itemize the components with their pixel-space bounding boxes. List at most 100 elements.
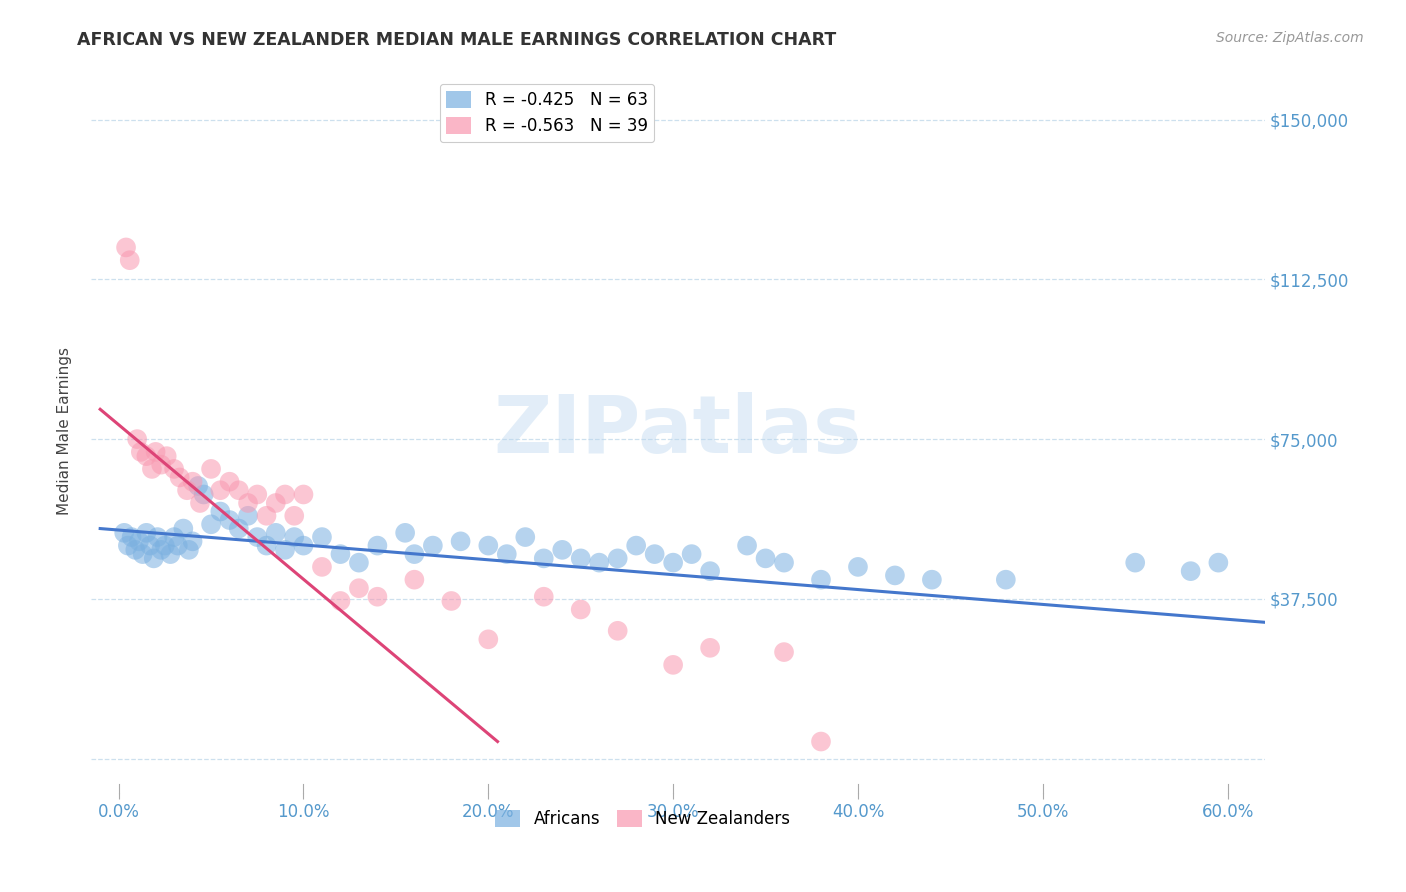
Point xyxy=(699,640,721,655)
Point xyxy=(172,522,194,536)
Point xyxy=(1180,564,1202,578)
Point xyxy=(115,240,138,254)
Point xyxy=(644,547,666,561)
Point xyxy=(145,445,167,459)
Point xyxy=(246,487,269,501)
Point xyxy=(163,462,186,476)
Point xyxy=(735,539,758,553)
Point xyxy=(256,508,278,523)
Point xyxy=(181,534,204,549)
Point xyxy=(884,568,907,582)
Point xyxy=(163,530,186,544)
Point xyxy=(135,449,157,463)
Point xyxy=(209,504,232,518)
Point xyxy=(176,483,198,498)
Point xyxy=(773,645,796,659)
Point xyxy=(569,602,592,616)
Point xyxy=(135,525,157,540)
Text: AFRICAN VS NEW ZEALANDER MEDIAN MALE EARNINGS CORRELATION CHART: AFRICAN VS NEW ZEALANDER MEDIAN MALE EAR… xyxy=(77,31,837,49)
Point xyxy=(588,556,610,570)
Point xyxy=(146,530,169,544)
Point xyxy=(236,508,259,523)
Point xyxy=(128,534,150,549)
Point xyxy=(681,547,703,561)
Point xyxy=(810,573,832,587)
Point xyxy=(311,530,333,544)
Point xyxy=(994,573,1017,587)
Point xyxy=(394,525,416,540)
Point xyxy=(124,542,146,557)
Point xyxy=(366,539,388,553)
Point xyxy=(347,556,370,570)
Point xyxy=(754,551,776,566)
Point xyxy=(274,487,297,501)
Point xyxy=(1123,556,1146,570)
Point xyxy=(311,560,333,574)
Point xyxy=(921,573,943,587)
Point xyxy=(699,564,721,578)
Point xyxy=(606,624,628,638)
Text: Source: ZipAtlas.com: Source: ZipAtlas.com xyxy=(1216,31,1364,45)
Point xyxy=(127,432,149,446)
Point xyxy=(209,483,232,498)
Point xyxy=(200,462,222,476)
Point xyxy=(551,542,574,557)
Point xyxy=(477,632,499,647)
Point xyxy=(153,539,176,553)
Point xyxy=(193,487,215,501)
Point xyxy=(329,594,352,608)
Point xyxy=(188,496,211,510)
Point xyxy=(177,542,200,557)
Point xyxy=(166,539,188,553)
Point xyxy=(218,513,240,527)
Text: ZIPatlas: ZIPatlas xyxy=(494,392,862,469)
Point xyxy=(117,539,139,553)
Point xyxy=(129,445,152,459)
Point xyxy=(440,594,463,608)
Point xyxy=(773,556,796,570)
Point xyxy=(131,547,153,561)
Point xyxy=(264,525,287,540)
Point xyxy=(515,530,537,544)
Point xyxy=(159,547,181,561)
Legend: Africans, New Zealanders: Africans, New Zealanders xyxy=(488,804,797,835)
Point xyxy=(450,534,472,549)
Point xyxy=(292,487,315,501)
Point xyxy=(404,573,426,587)
Point xyxy=(142,551,165,566)
Point xyxy=(236,496,259,510)
Point xyxy=(846,560,869,574)
Point xyxy=(1208,556,1230,570)
Point xyxy=(181,475,204,489)
Point xyxy=(156,449,179,463)
Point xyxy=(264,496,287,510)
Point xyxy=(569,551,592,566)
Point xyxy=(347,581,370,595)
Point xyxy=(292,539,315,553)
Point xyxy=(810,734,832,748)
Point xyxy=(533,590,555,604)
Point xyxy=(228,483,250,498)
Point xyxy=(228,522,250,536)
Point xyxy=(121,530,143,544)
Point xyxy=(256,539,278,553)
Point xyxy=(404,547,426,561)
Point xyxy=(606,551,628,566)
Point xyxy=(366,590,388,604)
Point xyxy=(329,547,352,561)
Point xyxy=(246,530,269,544)
Point xyxy=(283,530,305,544)
Point xyxy=(150,458,173,472)
Point xyxy=(477,539,499,553)
Point xyxy=(422,539,444,553)
Point xyxy=(533,551,555,566)
Point xyxy=(118,253,141,268)
Point xyxy=(141,462,163,476)
Point xyxy=(662,556,685,570)
Point xyxy=(200,517,222,532)
Point xyxy=(218,475,240,489)
Point xyxy=(112,525,135,540)
Point xyxy=(169,470,191,484)
Point xyxy=(495,547,517,561)
Point xyxy=(624,539,647,553)
